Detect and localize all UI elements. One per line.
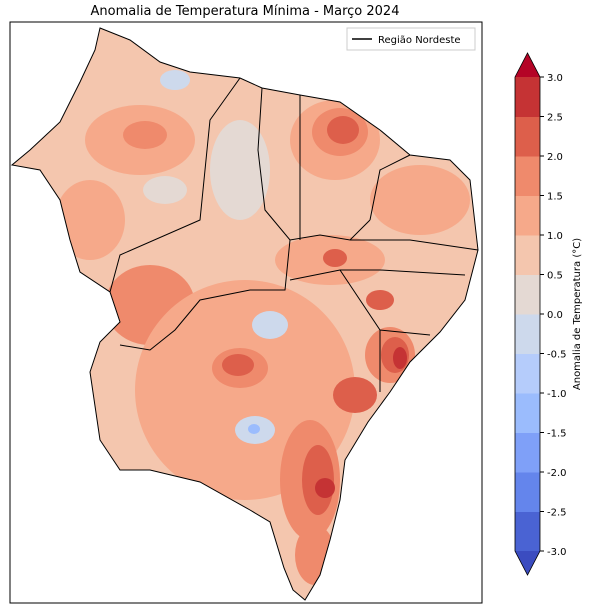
colorbar-bin — [515, 393, 540, 433]
colorbar-bin — [515, 511, 540, 552]
colorbar-bin — [515, 77, 540, 117]
colorbar-extend-low — [515, 551, 540, 575]
legend-box — [346, 27, 476, 51]
colorbar-tick-label: 3.0 — [547, 73, 563, 84]
colorbar-tick-label: 1.0 — [547, 231, 563, 242]
colorbar-bin — [515, 195, 540, 236]
colorbar-bin — [515, 116, 540, 157]
colorbar-tick-label: -0.5 — [547, 350, 567, 361]
colorbar-tick-label: 2.5 — [547, 113, 563, 124]
colorbar: 3.0 2.5 2.0 1.5 1.0 0.5 0.0 -0.5 -1.0 -1.5 -2.0 -2.… — [514, 52, 567, 576]
colorbar-tick-label: 2.0 — [547, 152, 563, 163]
state-borders — [11, 27, 479, 601]
colorbar-tick-label: 0.0 — [547, 310, 563, 321]
colorbar-tick-label: -3.0 — [547, 547, 567, 558]
map-title: Anomalia de Temperatura Mínima - Março 2… — [91, 4, 400, 19]
colorbar-bin — [515, 314, 540, 354]
colorbar-label: Anomalia de Temperatura (°C) — [572, 238, 583, 390]
colorbar-tick-label: 0.5 — [547, 271, 563, 282]
colorbar-tick-label: -2.0 — [547, 468, 567, 479]
colorbar-tick-label: -1.5 — [547, 429, 567, 440]
colorbar-extend-high — [515, 53, 540, 77]
colorbar-bin — [515, 472, 540, 512]
legend-label: Região Nordeste — [378, 35, 461, 46]
colorbar-bin — [515, 432, 540, 473]
colorbar-tick-label: -2.5 — [547, 508, 567, 519]
colorbar-bin — [515, 156, 540, 196]
colorbar-bin — [515, 353, 540, 394]
colorbar-tick-label: 1.5 — [547, 192, 563, 203]
colorbar-tick-label: -1.0 — [547, 389, 567, 400]
colorbar-bin — [515, 235, 540, 275]
colorbar-bin — [515, 274, 540, 315]
